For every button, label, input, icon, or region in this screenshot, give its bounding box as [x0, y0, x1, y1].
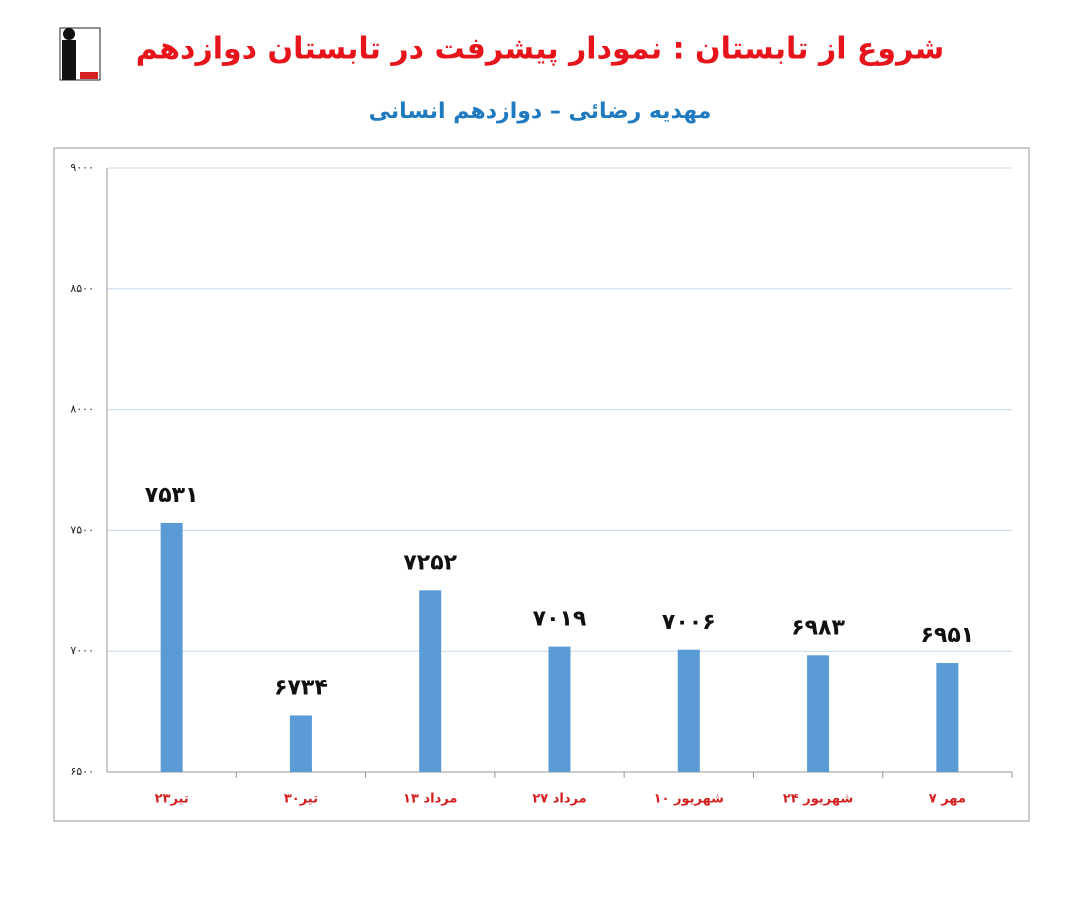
bar — [677, 649, 700, 772]
x-tick-label: ۲۳تیر — [155, 792, 189, 807]
data-label: ۷۵۳۱ — [145, 483, 199, 508]
x-tick-label: ۲۷ مرداد — [532, 792, 586, 807]
data-label: ۷۰۰۶ — [662, 610, 716, 635]
y-tick-label: ۷۰۰۰ — [70, 644, 94, 657]
x-tick-label: ۷ مهر — [929, 792, 966, 807]
chart-title: شروع از تابستان : نمودار پیشرفت در تابست… — [136, 32, 945, 67]
data-label: ۷۲۵۲ — [403, 550, 457, 575]
bar — [289, 715, 312, 772]
bar — [419, 590, 442, 772]
bar — [936, 663, 959, 772]
y-tick-label: ۷۵۰۰ — [70, 523, 94, 536]
bar — [807, 655, 830, 772]
data-label: ۶۷۳۴ — [274, 675, 328, 700]
data-label: ۶۹۵۱ — [920, 623, 974, 648]
x-tick-label: ۲۴ شهریور — [783, 792, 853, 807]
logo — [59, 27, 101, 81]
x-tick-label: ۱۰ شهریور — [654, 792, 724, 807]
y-tick-label: ۸۰۰۰ — [70, 403, 94, 416]
chart-subtitle: مهدیه رضائی – دوازدهم انسانی — [369, 99, 712, 124]
y-tick-label: ۸۵۰۰ — [70, 282, 94, 295]
y-tick-label: ۶۵۰۰ — [70, 765, 94, 778]
x-tick-label: ۳۰تیر — [284, 792, 318, 807]
data-label: ۷۰۱۹ — [533, 607, 587, 632]
chart-frame — [53, 147, 1030, 822]
y-tick-label: ۹۰۰۰ — [70, 161, 94, 174]
x-tick-label: ۱۳ مرداد — [403, 792, 457, 807]
bar — [548, 646, 571, 772]
bar — [160, 522, 183, 772]
data-label: ۶۹۸۳ — [791, 615, 845, 640]
